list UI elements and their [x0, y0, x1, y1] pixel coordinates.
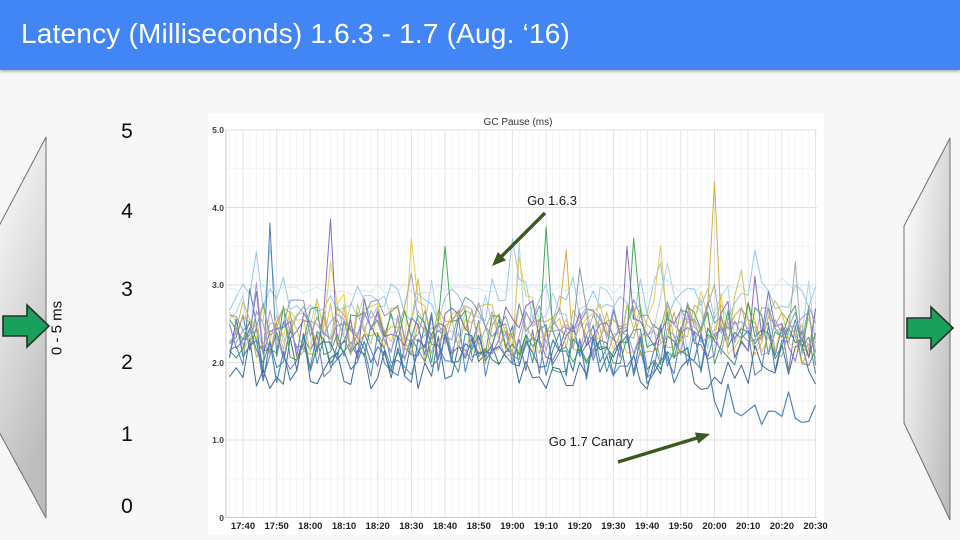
scale-number-2: 2: [121, 351, 133, 374]
y-tick-label: 1.0: [212, 435, 224, 445]
x-tick-label: 20:30: [803, 521, 828, 532]
scale-range-label: 0 - 5 ms: [48, 300, 66, 356]
x-tick-label: 18:30: [399, 521, 424, 532]
x-tick-label: 18:20: [365, 521, 390, 532]
y-tick-label: 5.0: [212, 125, 224, 135]
chart-annotation-label: Go 1.7 Canary: [548, 434, 634, 449]
y-tick-label: 4.0: [212, 202, 224, 213]
chart-card: GC Pause (ms) 5.0 4.0 3.0 2.0 1.0 0 17:40 17:5…: [208, 113, 828, 535]
chart-title: GC Pause (ms): [483, 117, 553, 128]
scale-number-4: 4: [121, 200, 133, 223]
x-tick-label: 19:30: [601, 521, 626, 532]
chart-annotation-label: Go 1.6.3: [527, 193, 577, 208]
x-tick-label: 18:50: [466, 521, 491, 532]
x-tick-label: 19:50: [668, 521, 693, 532]
scale-number-3: 3: [121, 278, 133, 301]
x-tick-label: 20:20: [769, 521, 794, 532]
x-tick-label: 19:20: [567, 521, 592, 532]
right-nav-arrow[interactable]: [906, 305, 954, 351]
y-tick-label: 3.0: [212, 280, 224, 290]
x-tick-label: 19:40: [634, 521, 660, 532]
x-tick-label: 17:40: [230, 521, 256, 532]
y-tick-label: 0: [219, 512, 224, 523]
x-tick-label: 19:00: [500, 521, 525, 532]
x-tick-label: 20:00: [702, 521, 727, 532]
scale-number-5: 5: [121, 120, 133, 143]
x-tick-label: 18:40: [432, 521, 458, 532]
y-tick-label: 2.0: [212, 357, 224, 368]
chart-canvas: [208, 113, 824, 535]
slide-title-bar: Latency (Milliseconds) 1.6.3 - 1.7 (Aug.…: [0, 0, 960, 70]
x-tick-label: 17:50: [264, 521, 289, 532]
x-tick-label: 19:10: [533, 521, 559, 532]
scale-number-0: 0: [121, 495, 133, 518]
x-tick-label: 18:10: [331, 521, 357, 532]
scale-number-1: 1: [121, 423, 133, 446]
slide-title: Latency (Milliseconds) 1.6.3 - 1.7 (Aug.…: [21, 18, 571, 49]
left-nav-arrow[interactable]: [2, 303, 50, 349]
x-tick-label: 18:00: [298, 521, 323, 532]
x-tick-label: 20:10: [736, 521, 761, 532]
